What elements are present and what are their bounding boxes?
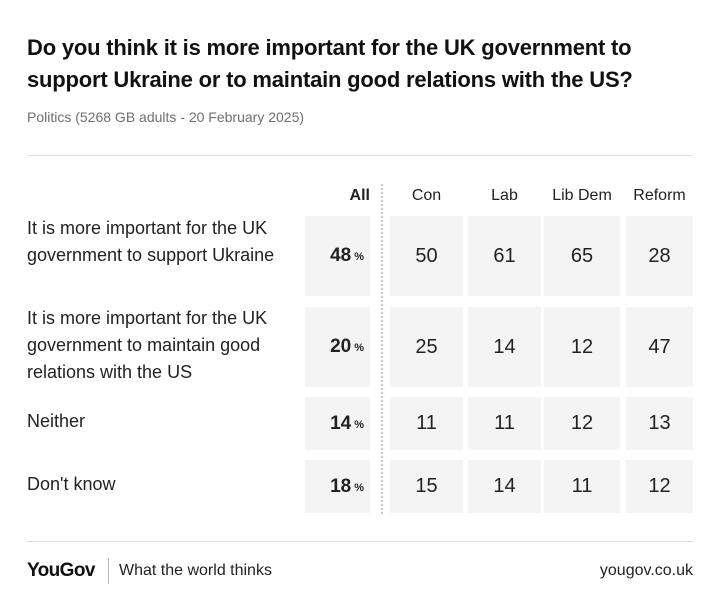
cell-value: 14 bbox=[493, 335, 516, 358]
value-cell: 11 bbox=[390, 397, 463, 450]
footer-site-link[interactable]: yougov.co.uk bbox=[599, 562, 693, 579]
cell-value: 65 bbox=[570, 244, 594, 267]
value-cell: 14 bbox=[468, 307, 541, 387]
top-divider bbox=[27, 155, 693, 156]
cell-value: 11 bbox=[571, 475, 593, 497]
value-cell: 25 bbox=[390, 307, 463, 387]
cell-value: 14 bbox=[330, 412, 352, 434]
cell-value: 14 bbox=[493, 475, 516, 497]
footer-tagline: What the world thinks bbox=[119, 562, 272, 579]
value-cell: 12 bbox=[626, 460, 693, 513]
value-cell: 65 bbox=[544, 216, 620, 296]
percent-unit: % bbox=[354, 481, 364, 494]
cell-value: 15 bbox=[415, 475, 438, 497]
value-cell: 12 bbox=[544, 397, 620, 450]
bottom-divider bbox=[27, 541, 693, 542]
cell-value: 11 bbox=[494, 412, 515, 434]
value-cell: 15 bbox=[390, 460, 463, 513]
chart-subtitle: Politics (5268 GB adults - 20 February 2… bbox=[27, 109, 305, 125]
column-header-lib-dem: Lib Dem bbox=[552, 187, 612, 204]
cell-value: 50 bbox=[415, 244, 438, 267]
cell-value: 13 bbox=[648, 412, 671, 434]
cell-value: 47 bbox=[648, 335, 671, 358]
cell-value: 12 bbox=[570, 412, 594, 434]
cell-value: 12 bbox=[648, 475, 671, 497]
row-label: Don't know bbox=[27, 474, 116, 494]
all-value-cell: 20% bbox=[305, 307, 370, 387]
cell-value: 25 bbox=[415, 335, 438, 358]
value-cell: 14 bbox=[468, 460, 541, 513]
all-value-cell: 14% bbox=[305, 397, 370, 450]
cell-value: 48 bbox=[330, 245, 352, 266]
cell-value: 61 bbox=[493, 244, 516, 267]
row-label: It is more important for the UK governme… bbox=[27, 308, 268, 382]
cell-value: 18 bbox=[330, 475, 352, 497]
yougov-logo: YouGov bbox=[27, 560, 95, 581]
all-value-cell: 18% bbox=[305, 460, 370, 513]
cell-value: 20 bbox=[330, 336, 352, 357]
column-header-all: All bbox=[349, 187, 370, 204]
value-cell: 50 bbox=[390, 216, 463, 296]
chart-title: Do you think it is more important for th… bbox=[27, 35, 633, 92]
all-value-cell: 48% bbox=[305, 216, 370, 296]
cell-value: 28 bbox=[648, 244, 671, 267]
cell-value: 11 bbox=[416, 412, 437, 434]
column-header-con: Con bbox=[411, 187, 442, 204]
value-cell: 11 bbox=[468, 397, 541, 450]
row-label: It is more important for the UK governme… bbox=[27, 218, 275, 265]
percent-unit: % bbox=[354, 418, 364, 431]
row-label: Neither bbox=[27, 411, 86, 431]
value-cell: 11 bbox=[544, 460, 620, 513]
percent-unit: % bbox=[354, 251, 364, 263]
value-cell: 47 bbox=[626, 307, 693, 387]
percent-unit: % bbox=[354, 342, 364, 354]
value-cell: 61 bbox=[468, 216, 541, 296]
value-cell: 12 bbox=[544, 307, 620, 387]
cell-value: 12 bbox=[570, 335, 594, 358]
column-header-reform: Reform bbox=[633, 187, 686, 204]
footer-separator bbox=[108, 558, 109, 584]
value-cell: 13 bbox=[626, 397, 693, 450]
value-cell: 28 bbox=[626, 216, 693, 296]
all-column-separator bbox=[381, 184, 383, 514]
column-header-lab: Lab bbox=[491, 187, 518, 204]
